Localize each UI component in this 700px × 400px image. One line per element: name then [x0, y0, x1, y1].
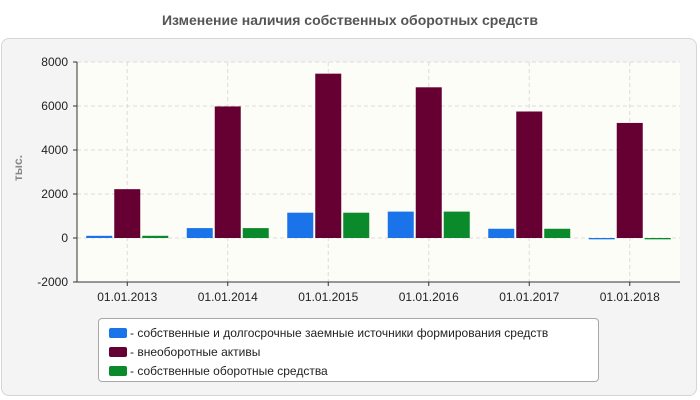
bar [287, 212, 314, 238]
x-tick-label: 01.01.2018 [600, 290, 660, 304]
bar [86, 235, 113, 238]
y-tick-label: 6000 [41, 99, 68, 113]
y-tick-label: 4000 [41, 143, 68, 157]
bar [315, 73, 342, 238]
x-tick-label: 01.01.2015 [298, 290, 358, 304]
x-tick-label: 01.01.2014 [198, 290, 258, 304]
legend-item: - собственные и долгосрочные заемные ист… [109, 323, 598, 342]
bar [186, 228, 213, 238]
bar [616, 122, 643, 238]
legend-label: - внеоборотные активы [130, 344, 261, 359]
legend-swatch [109, 365, 127, 376]
chart-title: Изменение наличия собственных оборотных … [161, 12, 539, 28]
y-axis-label: тыс. [11, 155, 25, 181]
bar [488, 228, 515, 238]
legend-swatch [109, 346, 127, 357]
y-tick-label: 8000 [41, 55, 68, 69]
x-tick-label: 01.01.2013 [97, 290, 157, 304]
bar [588, 238, 615, 240]
bar [142, 235, 169, 238]
x-tick-label: 01.01.2017 [499, 290, 559, 304]
x-tick-label: 01.01.2016 [399, 290, 459, 304]
bar [343, 212, 370, 238]
legend-swatch [109, 327, 127, 338]
bar [516, 111, 543, 238]
bar [242, 228, 269, 238]
bar [214, 106, 241, 238]
legend-item: - внеоборотные активы [109, 342, 598, 361]
legend-item: - собственные оборотные средства [109, 361, 598, 380]
y-tick-label: 0 [61, 231, 68, 245]
bar [415, 87, 442, 238]
plot-area [77, 62, 680, 282]
y-tick-label: -2000 [37, 275, 68, 289]
legend-label: - собственные и долгосрочные заемные ист… [130, 325, 549, 340]
bar [443, 211, 470, 238]
bar [114, 189, 141, 238]
y-tick-label: 2000 [41, 187, 68, 201]
legend-label: - собственные оборотные средства [130, 363, 328, 378]
bar [387, 211, 414, 238]
bar [544, 228, 571, 238]
bar [644, 238, 671, 240]
chart-legend: - собственные и долгосрочные заемные ист… [98, 318, 599, 382]
